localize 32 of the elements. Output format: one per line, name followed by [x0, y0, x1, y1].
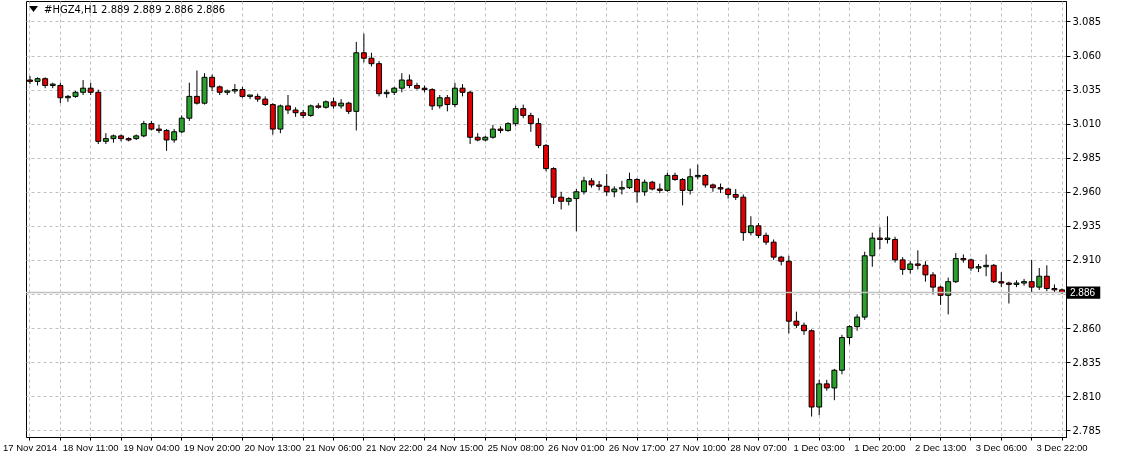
x-tick-label: 3 Dec 06:00 — [975, 441, 1027, 453]
x-tick-label: 19 Nov 20:00 — [183, 441, 241, 453]
y-tick-label: 3.060 — [1072, 50, 1102, 61]
y-tick-label: 2.935 — [1072, 220, 1102, 232]
x-tick-label: 1 Dec 03:00 — [793, 441, 845, 453]
y-tick-label: 3.035 — [1072, 84, 1102, 96]
y-tick-label: 2.835 — [1072, 356, 1102, 368]
y-tick-label: 2.960 — [1072, 186, 1102, 198]
x-tick-label: 27 Nov 10:00 — [669, 441, 727, 453]
y-tick-label: 2.910 — [1072, 254, 1102, 266]
x-tick-label: 19 Nov 04:00 — [123, 441, 180, 453]
x-tick-label: 17 Nov 2014 — [3, 441, 57, 453]
x-tick-label: 25 Nov 08:00 — [487, 441, 544, 453]
x-tick-label: 21 Nov 22:00 — [365, 441, 423, 453]
x-tick-label: 1 Dec 20:00 — [854, 441, 906, 453]
x-tick-label: 18 Nov 11:00 — [62, 441, 119, 453]
x-tick-label: 2 Dec 13:00 — [914, 441, 967, 453]
y-tick-label: 2.810 — [1072, 390, 1102, 402]
y-tick-label: 2.785 — [1072, 424, 1102, 436]
ref-line-label: 2.886 — [1070, 286, 1096, 298]
x-tick-label: 21 Nov 06:00 — [305, 441, 362, 453]
chart-title: #HGZ4,H1 2.889 2.889 2.886 2.886 — [44, 4, 226, 15]
x-tick-label: 26 Nov 01:00 — [548, 441, 605, 453]
y-tick-label: 2.860 — [1072, 322, 1102, 334]
y-tick-label: 3.085 — [1072, 15, 1102, 27]
x-tick-label: 26 Nov 17:00 — [608, 441, 666, 453]
x-tick-label: 20 Nov 13:00 — [244, 441, 302, 453]
y-tick-label: 3.010 — [1072, 118, 1102, 130]
x-tick-label: 3 Dec 22:00 — [1036, 441, 1088, 453]
y-tick-label: 2.985 — [1072, 152, 1102, 164]
x-tick-label: 28 Nov 07:00 — [730, 441, 787, 453]
x-tick-label: 24 Nov 15:00 — [426, 441, 484, 453]
